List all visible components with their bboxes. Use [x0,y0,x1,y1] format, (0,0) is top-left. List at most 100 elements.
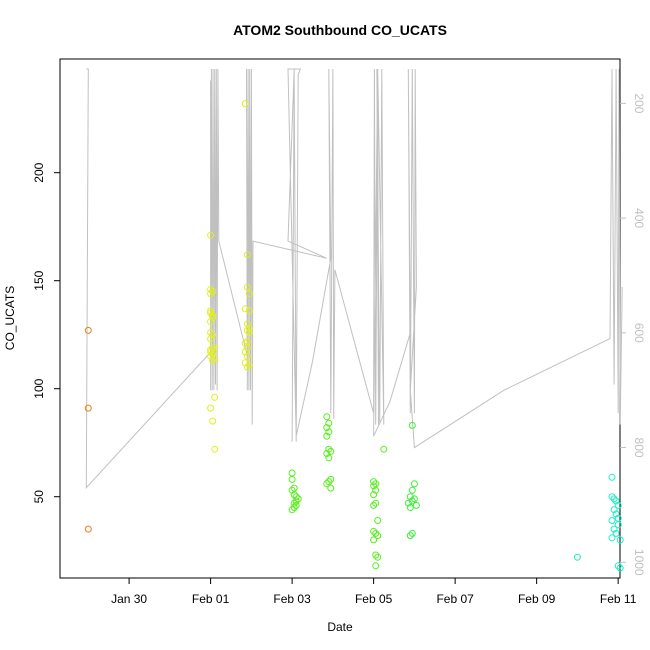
data-point [241,100,249,108]
data-point [325,445,333,453]
y-tick-label: 150 [32,270,46,290]
data-point [370,536,378,544]
data-point [241,348,249,356]
data-point [241,305,249,313]
data-point [406,532,414,540]
data-point [608,534,616,542]
data-point [292,493,300,501]
data-point [610,525,618,533]
data-point [207,404,215,412]
data-point [612,497,620,505]
y-tick-label: 100 [32,378,46,398]
right-tick-label: 1000 [632,549,646,576]
data-point [614,562,622,570]
data-point [412,501,420,509]
data-point [288,486,296,494]
data-point [288,469,296,477]
data-point [327,447,335,455]
x-axis-label: Date [327,620,353,634]
data-point [209,331,217,339]
x-axis: Jan 30 Feb 01 Feb 03 Feb 05 Feb 07 Feb 09 Feb … [111,578,637,606]
data-point [207,307,215,315]
data-point [292,501,300,509]
right-axis: 200 400 600 800 1000 [620,93,646,576]
data-point [327,475,335,483]
data-point [372,499,380,507]
right-tick-label: 600 [632,323,646,343]
data-point [404,499,412,507]
data-point [245,324,253,332]
x-tick-label: Feb 11 [600,592,637,606]
data-point [290,504,298,511]
data-point [207,346,215,354]
data-point [610,495,618,503]
y-tick-label: 50 [32,490,46,504]
data-point [290,499,298,507]
data-point [207,285,215,293]
y-axis-label: CO_UCATS [3,286,17,350]
data-point [325,419,333,427]
data-point [290,491,298,499]
data-point [243,283,251,291]
data-point [374,532,382,540]
data-point [327,484,335,492]
data-point [614,501,622,509]
data-point [370,478,378,486]
data-point [616,536,624,544]
data-point [616,564,624,572]
data-point [245,290,253,298]
data-point [245,307,253,315]
data-point [209,417,217,425]
data-point [294,495,302,503]
right-tick-label: 200 [632,93,646,113]
data-point [245,361,253,369]
data-point [241,359,249,367]
data-point [370,501,378,509]
chart-title: ATOM2 Southbound CO_UCATS [233,22,447,38]
x-tick-label: Jan 30 [111,592,147,606]
data-point [372,529,380,537]
data-point [608,473,616,481]
data-point [410,480,418,488]
data-point [408,529,416,537]
x-tick-label: Feb 09 [518,592,556,606]
data-point [84,525,92,533]
data-point [209,288,217,295]
data-point [325,428,333,436]
data-point [241,339,249,347]
data-point [372,551,380,559]
data-point [325,478,333,486]
data-point [209,311,217,319]
data-point [207,290,215,298]
data-point [211,445,219,453]
data-point [374,517,382,524]
data-point [84,326,92,334]
data-point [288,506,296,514]
data-point [245,329,253,336]
data-point [608,493,616,501]
data-point [243,326,251,334]
data-point [84,404,92,412]
data-point [325,454,333,462]
x-tick-label: Feb 05 [355,592,393,606]
data-point [372,486,380,494]
data-point [408,497,416,505]
data-point [209,313,217,321]
data-point [288,475,296,483]
data-point [573,553,581,561]
data-point [370,491,378,499]
data-point [612,510,620,518]
data-point [211,355,219,362]
right-tick-label: 400 [632,208,646,228]
data-point [211,393,219,401]
data-point [406,504,414,511]
data-point [243,352,251,360]
data-point [408,421,416,429]
data-point [374,553,382,561]
data-point [610,506,618,514]
data-point [211,344,219,352]
data-point [323,424,331,432]
altitude-track [85,68,623,489]
x-tick-label: Feb 03 [273,592,311,606]
